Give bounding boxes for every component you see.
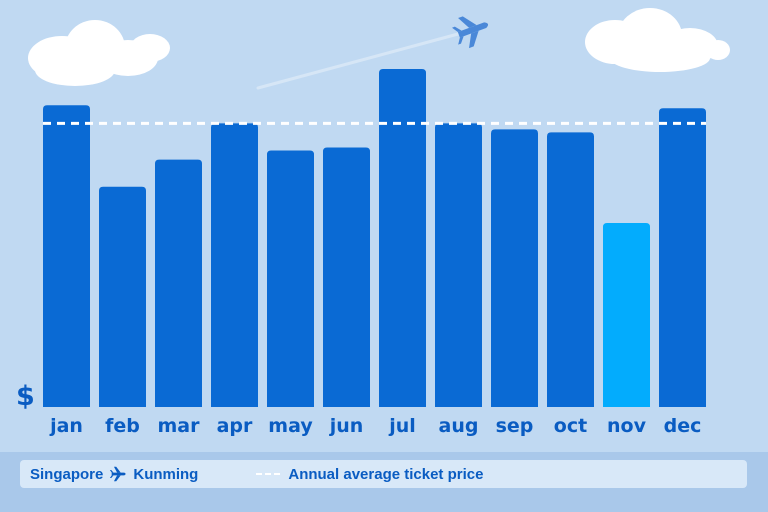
legend: Singapore Kunming Annual average ticket … xyxy=(20,460,747,488)
airplane-icon xyxy=(110,466,127,482)
tick-label-aug: aug xyxy=(439,415,479,437)
tick-label-jul: jul xyxy=(388,415,416,437)
bar-feb xyxy=(99,186,146,407)
bar-mar xyxy=(155,159,202,407)
x-axis-labels: jan feb mar apr may jun jul aug sep oct nov dec xyxy=(49,415,701,437)
bar-apr xyxy=(211,123,258,407)
cloud-icon xyxy=(585,8,730,72)
bar-jul xyxy=(379,69,426,407)
destination-city: Kunming xyxy=(133,465,199,483)
tick-label-nov: nov xyxy=(607,415,647,437)
bar-sep xyxy=(491,129,538,407)
bar-nov xyxy=(603,222,650,407)
tick-label-oct: oct xyxy=(554,415,587,437)
tick-label-apr: apr xyxy=(217,415,253,437)
origin-city: Singapore xyxy=(30,465,104,483)
currency-symbol: $ xyxy=(16,381,35,412)
bar-aug xyxy=(435,123,482,407)
tick-label-jun: jun xyxy=(329,415,364,437)
bar-may xyxy=(267,150,314,408)
tick-label-dec: dec xyxy=(664,415,702,437)
dashed-line-swatch xyxy=(256,473,281,475)
tick-label-sep: sep xyxy=(496,415,534,437)
bars-group xyxy=(43,69,706,408)
tick-label-jan: jan xyxy=(49,415,83,437)
bar-jun xyxy=(323,147,370,408)
average-legend-item: Annual average ticket price xyxy=(256,466,483,483)
contrail xyxy=(256,32,460,90)
bar-dec xyxy=(659,108,706,407)
route-label: Singapore Kunming xyxy=(30,465,198,483)
tick-label-feb: feb xyxy=(105,415,140,437)
bar-jan xyxy=(43,105,90,408)
tick-label-mar: mar xyxy=(158,415,201,437)
average-legend-label: Annual average ticket price xyxy=(288,465,484,483)
tick-label-may: may xyxy=(268,415,313,437)
airplane-icon xyxy=(452,16,489,49)
cloud-icon xyxy=(28,20,170,86)
bar-oct xyxy=(547,132,594,407)
